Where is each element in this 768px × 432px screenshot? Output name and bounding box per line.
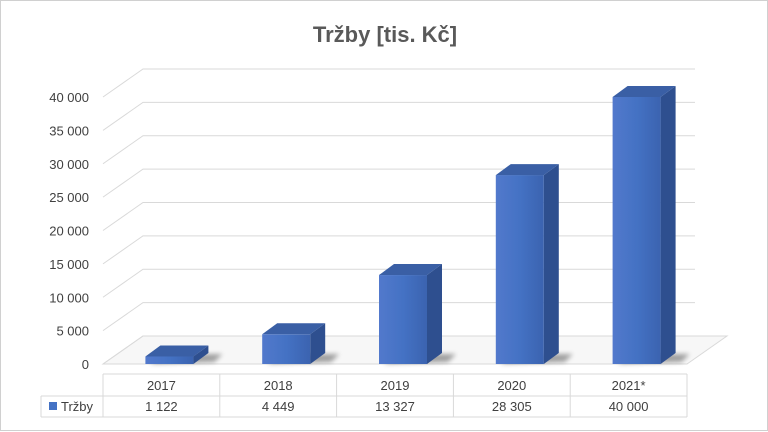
bar-side — [310, 323, 326, 364]
bar-side — [660, 86, 676, 364]
bar-top — [262, 323, 326, 335]
x-category-label: 2018 — [264, 378, 293, 393]
data-table: Tržby 2017 1 122 2018 4 449 2019 13 327 2020 28 … — [40, 373, 688, 418]
y-tick-label: 5 000 — [56, 324, 89, 339]
gridline — [102, 101, 695, 131]
bar — [145, 345, 223, 364]
bar — [495, 164, 573, 364]
legend-swatch — [49, 402, 57, 410]
data-value-label: 28 305 — [492, 399, 532, 414]
x-category-label: 2020 — [497, 378, 526, 393]
bar-top — [145, 345, 209, 357]
x-category-label: 2017 — [147, 378, 176, 393]
chart-title: Tržby [tis. Kč] — [313, 22, 457, 47]
y-tick-label: 0 — [82, 357, 89, 372]
y-tick-label: 25 000 — [49, 190, 89, 205]
bar-front — [262, 334, 311, 364]
data-value-label: 4 449 — [262, 399, 295, 414]
data-value-label: 13 327 — [375, 399, 415, 414]
legend-series-name: Tržby — [61, 399, 94, 414]
bar-side — [543, 164, 559, 364]
bar-top — [379, 264, 442, 276]
y-tick-label: 35 000 — [49, 123, 89, 138]
bar — [379, 264, 456, 364]
bars — [145, 86, 690, 364]
bar-side — [193, 345, 209, 364]
y-tick-label: 10 000 — [49, 290, 89, 305]
bar-front — [145, 356, 194, 364]
bar-side — [427, 264, 442, 364]
bar-front — [612, 97, 661, 364]
gridline — [102, 202, 695, 231]
y-tick-label: 40 000 — [49, 90, 89, 105]
x-category-label: 2021* — [612, 378, 646, 393]
x-category-label: 2019 — [381, 378, 410, 393]
bar-top — [612, 86, 676, 97]
bar — [612, 86, 690, 364]
y-tick-label: 30 000 — [49, 157, 89, 172]
bar-front — [379, 275, 427, 364]
data-value-label: 1 122 — [145, 399, 178, 414]
gridline — [102, 168, 695, 198]
y-tick-label: 15 000 — [49, 257, 89, 272]
bar-top — [495, 164, 559, 176]
gridline — [102, 235, 695, 265]
data-value-label: 40 000 — [609, 399, 649, 414]
bar — [262, 323, 340, 364]
bar-front — [495, 175, 544, 364]
y-axis: 0 5 000 10 000 15 000 20 000 25 000 30 000 35 0… — [49, 90, 89, 372]
gridline — [102, 68, 695, 98]
gridline — [102, 135, 695, 165]
y-tick-label: 20 000 — [49, 224, 89, 239]
